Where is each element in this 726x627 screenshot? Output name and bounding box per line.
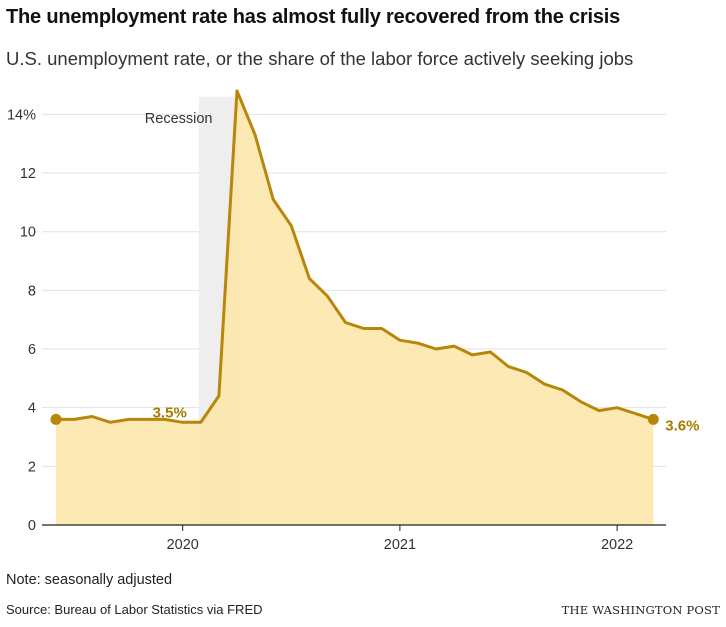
- area-group: [50, 89, 659, 526]
- annotation-end-value: 3.6%: [665, 417, 699, 434]
- start-point: [50, 413, 62, 425]
- x-tick-label: 2022: [601, 537, 633, 553]
- chart-title: The unemployment rate has almost fully r…: [6, 6, 621, 28]
- annotations: 3.5% 3.6%: [153, 404, 700, 434]
- y-tick-label: 4: [28, 401, 36, 417]
- y-tick-label: 8: [28, 283, 36, 299]
- recession-label: Recession: [145, 111, 213, 127]
- x-tick-label: 2021: [384, 537, 416, 553]
- chart-note: Note: seasonally adjusted: [6, 572, 173, 588]
- annotation-start-value: 3.5%: [153, 404, 187, 421]
- y-tick-label: 6: [28, 342, 36, 358]
- axes: 0 2 4 6 8 10 12 14% 2020 2021 2022: [7, 107, 666, 553]
- y-tick-label: 10: [20, 225, 36, 241]
- series-line: [54, 89, 655, 424]
- y-tick-label: 0: [28, 518, 36, 534]
- chart-source: Source: Bureau of Labor Statistics via F…: [6, 602, 263, 617]
- end-point: [647, 413, 659, 425]
- y-tick-label: 12: [20, 166, 36, 182]
- x-tick-label: 2020: [167, 537, 199, 553]
- area-fill: [56, 90, 654, 526]
- publisher-logo: THE WASHINGTON POST: [561, 603, 720, 617]
- chart-subtitle: U.S. unemployment rate, or the share of …: [6, 48, 634, 69]
- y-tick-label: 14%: [7, 107, 36, 123]
- y-tick-label: 2: [28, 459, 36, 475]
